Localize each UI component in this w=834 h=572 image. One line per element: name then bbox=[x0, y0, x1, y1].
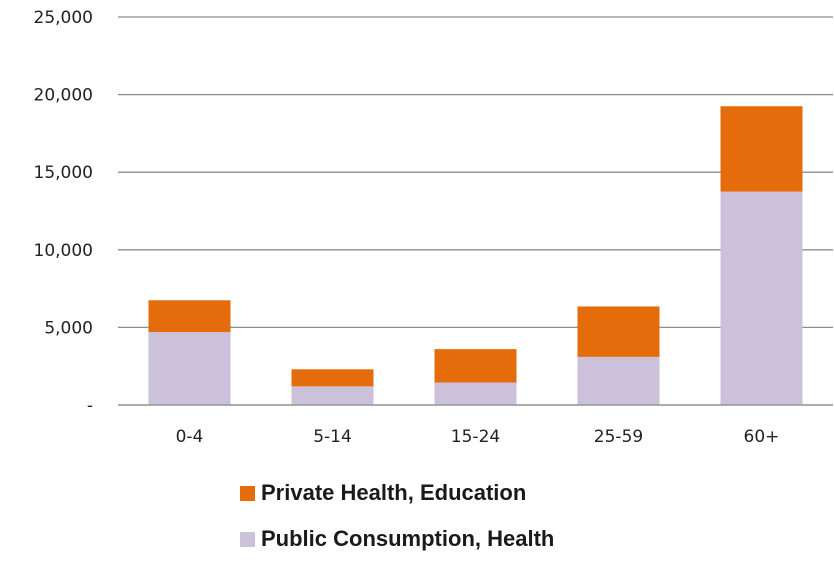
bar-public-15-24 bbox=[434, 382, 517, 405]
bar-private-0-4 bbox=[148, 300, 231, 333]
bar-private-15-24 bbox=[434, 349, 517, 383]
bar-private-25-59 bbox=[577, 306, 660, 357]
y-tick-label-4: 20,000 bbox=[34, 86, 93, 106]
y-tick-label-1: 5,000 bbox=[44, 318, 93, 338]
bar-public-0-4 bbox=[148, 332, 231, 405]
y-tick-label-3: 15,000 bbox=[34, 163, 93, 183]
y-tick-label-2: 10,000 bbox=[34, 241, 93, 261]
x-tick-label-0-4: 0-4 bbox=[176, 427, 204, 447]
y-tick-label-0: - bbox=[87, 396, 93, 416]
legend-item-private-health-education: Private Health, Education bbox=[240, 480, 554, 506]
legend-swatch-public bbox=[240, 531, 255, 547]
legend-label-private: Private Health, Education bbox=[261, 480, 527, 505]
stacked-bar-chart: - 5,000 10,000 15,000 20,000 25,000 0-4 5-14 15-… bbox=[34, 8, 833, 447]
legend-swatch-private bbox=[240, 485, 255, 501]
bar-public-5-14 bbox=[291, 386, 374, 405]
bar-private-5-14 bbox=[291, 369, 374, 387]
legend-item-public-consumption-health: Public Consumption, Health bbox=[240, 526, 554, 552]
legend: Private Health, Education Public Consump… bbox=[240, 480, 554, 572]
bar-public-60+ bbox=[720, 191, 803, 405]
x-tick-label-60+: 60+ bbox=[744, 427, 780, 447]
bar-public-25-59 bbox=[577, 356, 660, 405]
x-tick-label-15-24: 15-24 bbox=[451, 427, 500, 447]
legend-label-public: Public Consumption, Health bbox=[261, 526, 555, 551]
x-tick-label-25-59: 25-59 bbox=[594, 427, 643, 447]
x-tick-label-5-14: 5-14 bbox=[313, 427, 352, 447]
y-tick-label-5: 25,000 bbox=[34, 8, 93, 28]
bar-private-60+ bbox=[720, 106, 803, 192]
